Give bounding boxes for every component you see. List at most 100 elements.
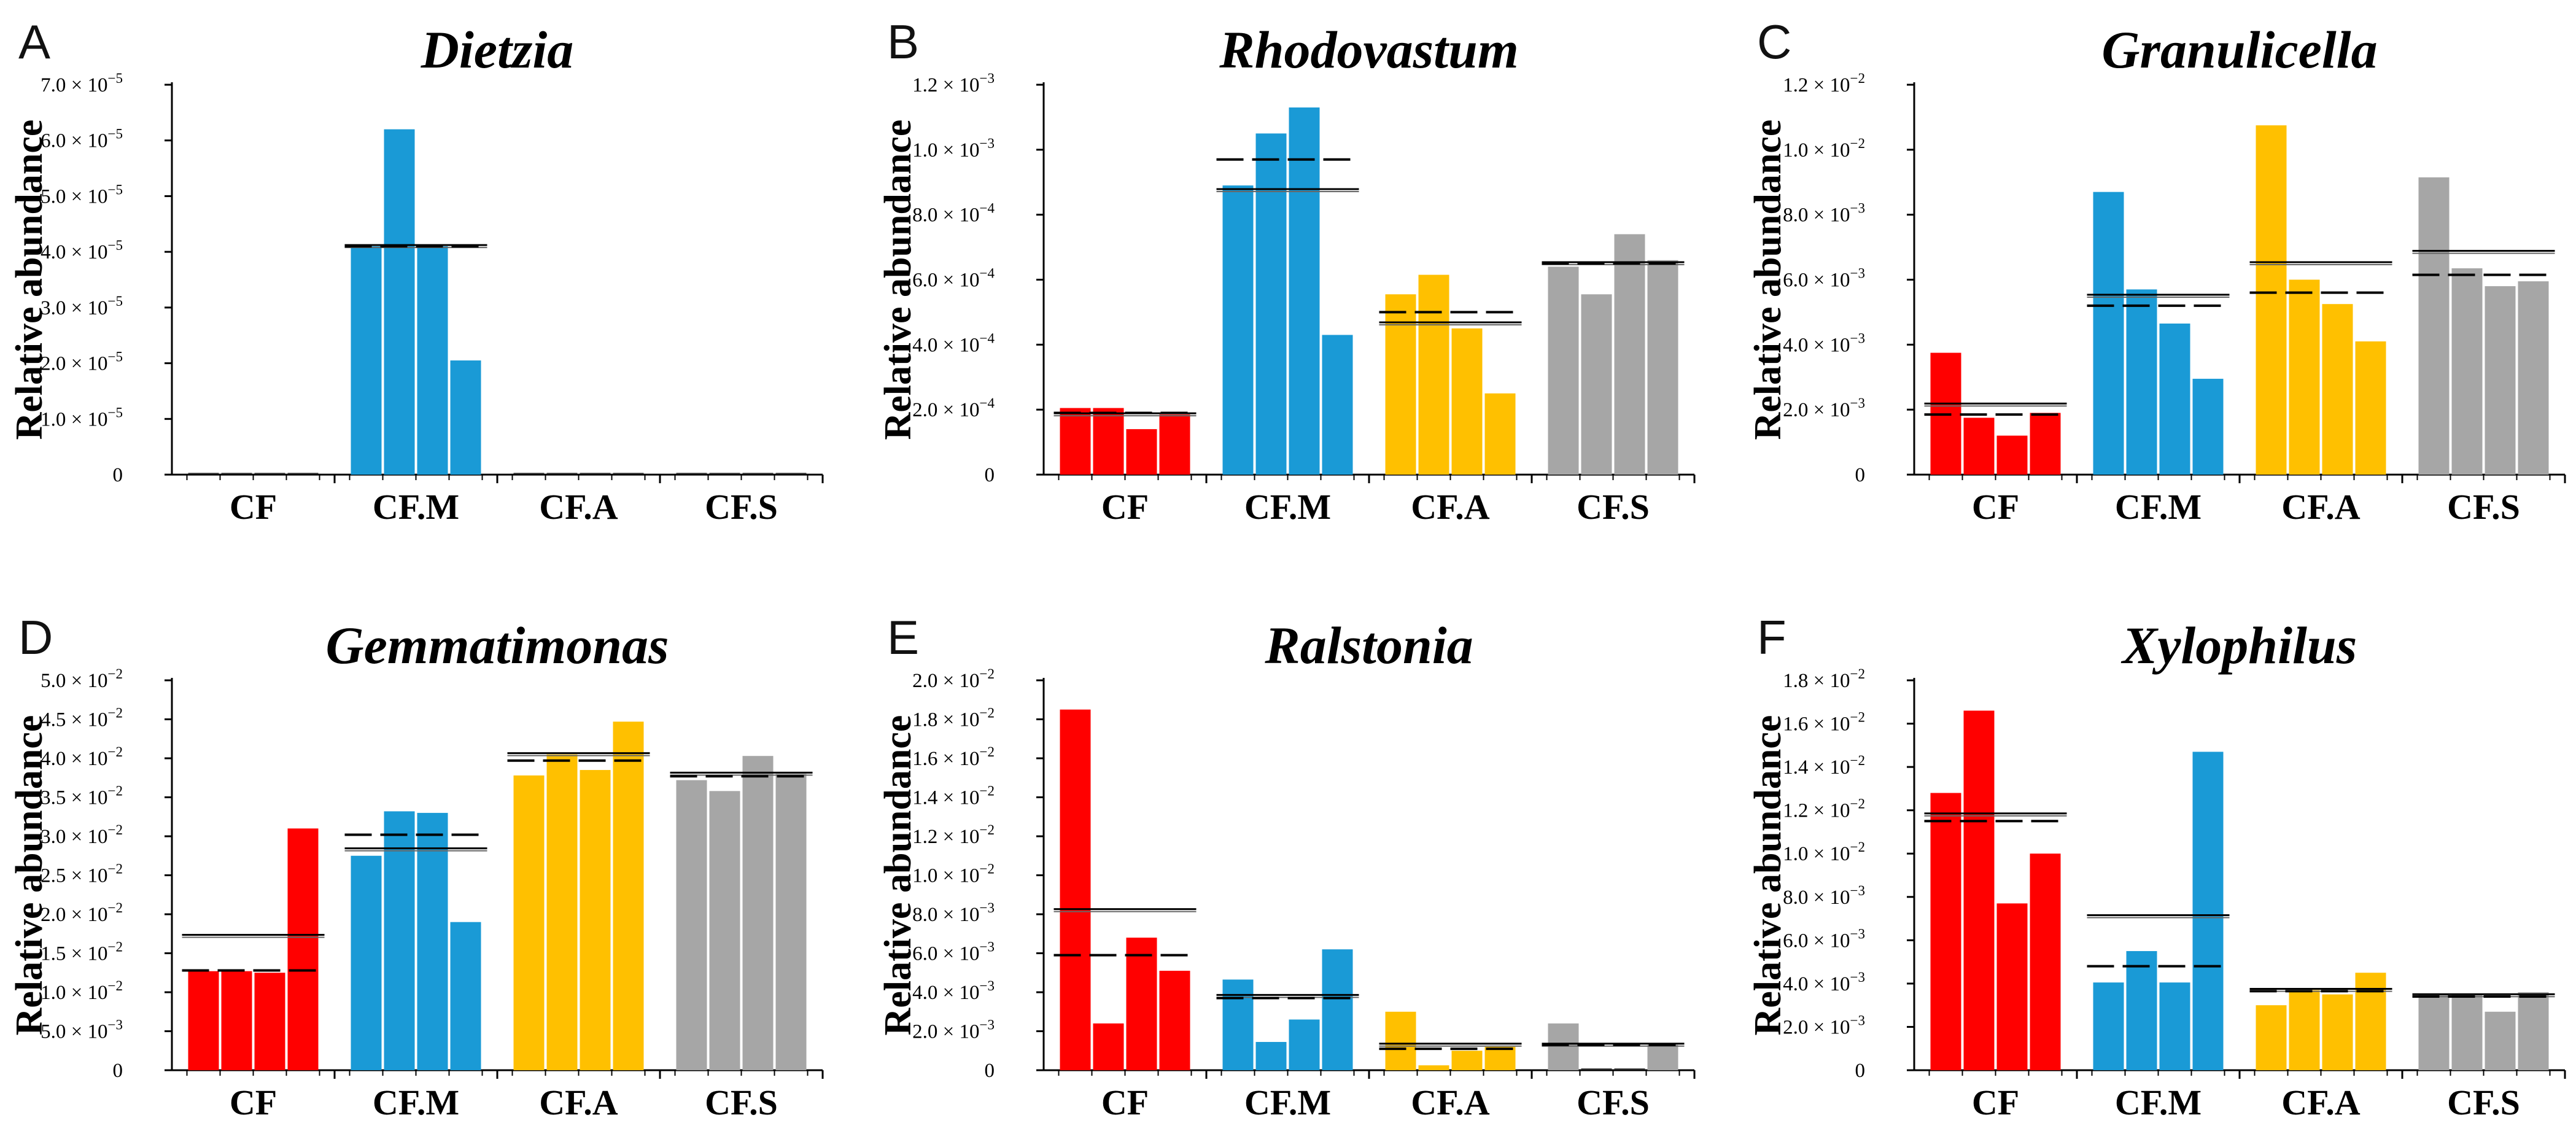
bar-cf-m-3 (1289, 107, 1320, 475)
y-tick-mantissa: 1.6 × 10 (912, 748, 979, 770)
bar-cf-a-4 (2355, 341, 2386, 475)
chart-title: Granulicella (2101, 20, 2377, 79)
y-tick-label: 4.0 × 10−3 (912, 978, 995, 1004)
y-tick-exponent: −2 (108, 822, 123, 838)
bar-cf-m-4 (2192, 752, 2224, 1070)
x-tick-label-cf-m: CF.M (1244, 1082, 1331, 1122)
bar-cf-a-1 (513, 775, 545, 1070)
y-tick-label: 4.0 × 10−3 (1783, 330, 1865, 356)
x-tick-label-cf-a: CF.A (1411, 487, 1489, 527)
bar-cf-m-1 (351, 246, 382, 475)
y-tick-label: 1.0 × 10−3 (912, 136, 995, 161)
y-tick-exponent: −3 (980, 939, 995, 955)
y-tick-mantissa: 5.0 × 10 (41, 1021, 107, 1043)
bar-cf-s-1 (1548, 266, 1579, 475)
y-tick-exponent: −2 (1850, 753, 1865, 768)
y-tick-mantissa: 2.0 × 10 (41, 353, 107, 375)
y-axis-label: Relative abundance (9, 715, 50, 1036)
y-tick-mantissa: 0 (985, 1060, 995, 1082)
y-tick-exponent: −3 (1850, 926, 1865, 941)
bar-cf-m-3 (1289, 1019, 1320, 1070)
bar-cf-a-3 (2322, 994, 2353, 1070)
bar-cf-a-2 (2289, 990, 2320, 1070)
y-tick-mantissa: 1.0 × 10 (41, 982, 107, 1004)
bar-cf-a-1 (1385, 294, 1416, 475)
y-tick-label: 0 (985, 464, 995, 486)
bar-cf-2 (1963, 710, 1995, 1070)
chart-title: Rhodovastum (1219, 20, 1518, 79)
y-tick-mantissa: 3.0 × 10 (41, 297, 107, 319)
y-tick-label: 4.0 × 10−4 (912, 330, 995, 356)
bar-cf-2 (221, 971, 252, 1070)
y-tick-exponent: −2 (980, 744, 995, 760)
bar-cf-3 (1996, 903, 2028, 1070)
y-tick-exponent: −5 (108, 126, 123, 142)
y-tick-exponent: −3 (1850, 330, 1865, 346)
y-axis-label: Relative abundance (1747, 715, 1789, 1036)
y-tick-label: 2.0 × 10−2 (41, 900, 123, 926)
y-tick-label: 6.0 × 10−3 (1783, 266, 1865, 292)
y-tick-mantissa: 3.5 × 10 (41, 787, 107, 809)
y-tick-exponent: −2 (1850, 839, 1865, 855)
y-tick-exponent: −3 (1850, 970, 1865, 985)
bar-cf-a-1 (2256, 125, 2287, 475)
bar-cf-4 (1159, 971, 1190, 1070)
bar-cf-m-2 (384, 811, 415, 1070)
bar-cf-a-4 (2355, 973, 2386, 1070)
y-tick-mantissa: 2.0 × 10 (1783, 1016, 1850, 1038)
y-tick-label: 1.6 × 10−2 (1783, 710, 1865, 736)
bar-cf-m-1 (2093, 982, 2124, 1070)
y-tick-exponent: −2 (1850, 666, 1865, 682)
bar-cf-s-4 (775, 774, 807, 1070)
y-tick-label: 1.2 × 10−2 (912, 822, 995, 848)
bar-cf-a-2 (1418, 1065, 1449, 1070)
x-tick-label-cf: CF (1101, 487, 1149, 527)
bar-cf-m-4 (450, 360, 481, 475)
chart-title: Gemmatimonas (325, 616, 669, 675)
bar-cf-2 (1963, 418, 1995, 475)
y-axis-label: Relative abundance (877, 715, 919, 1036)
bar-cf-m-4 (450, 922, 481, 1070)
y-tick-exponent: −3 (980, 900, 995, 915)
bar-cf-4 (2030, 413, 2061, 475)
y-tick-label: 1.0 × 10−2 (912, 861, 995, 887)
y-tick-label: 0 (1855, 464, 1866, 486)
chart-title: Ralstonia (1264, 616, 1473, 675)
y-axis-label: Relative abundance (1747, 120, 1789, 440)
y-tick-label: 8.0 × 10−3 (1783, 883, 1865, 909)
bar-cf-4 (2030, 853, 2061, 1070)
bar-cf-m-2 (1255, 1041, 1287, 1070)
bar-cf-4 (1159, 414, 1190, 475)
bar-cf-s-3 (742, 756, 774, 1070)
x-tick-label-cf-s: CF.S (705, 487, 778, 527)
y-tick-label: 2.0 × 10−4 (912, 395, 995, 421)
y-tick-exponent: −4 (980, 395, 995, 411)
y-tick-label: 3.0 × 10−5 (41, 293, 123, 319)
y-tick-label: 1.5 × 10−2 (41, 939, 123, 965)
y-tick-exponent: −3 (1850, 395, 1865, 411)
y-tick-mantissa: 1.0 × 10 (41, 408, 107, 430)
y-tick-label: 1.2 × 10−2 (1783, 71, 1865, 96)
x-tick-label-cf-a: CF.A (2281, 1082, 2360, 1122)
y-tick-exponent: −5 (108, 349, 123, 365)
bar-cf-3 (1126, 429, 1157, 475)
chart-title: Xylophilus (2120, 616, 2357, 675)
y-tick-exponent: −4 (980, 266, 995, 281)
bar-cf-s-2 (1581, 294, 1612, 475)
y-tick-mantissa: 8.0 × 10 (912, 204, 979, 227)
y-tick-label: 0 (113, 1060, 123, 1082)
y-tick-mantissa: 2.0 × 10 (912, 1021, 979, 1043)
y-tick-exponent: −2 (980, 705, 995, 721)
y-tick-mantissa: 6.0 × 10 (41, 130, 107, 152)
bar-cf-a-1 (1385, 1011, 1416, 1070)
y-tick-label: 6.0 × 10−3 (912, 939, 995, 965)
bar-cf-m-4 (1322, 949, 1353, 1070)
y-tick-mantissa: 1.0 × 10 (912, 865, 979, 887)
bar-cf-3 (254, 973, 285, 1070)
y-tick-label: 6.0 × 10−5 (41, 126, 123, 152)
y-tick-mantissa: 4.0 × 10 (912, 334, 979, 356)
